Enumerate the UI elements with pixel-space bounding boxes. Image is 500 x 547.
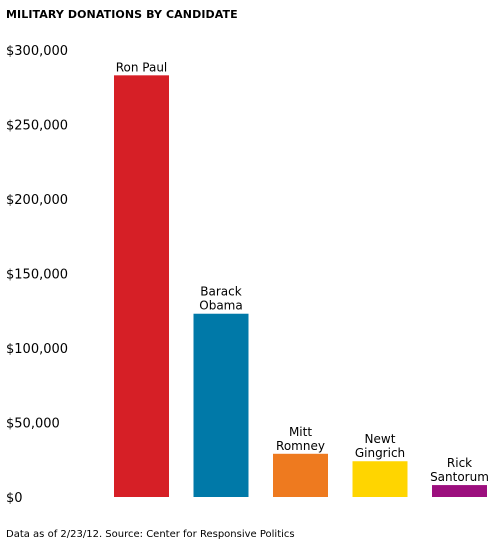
bar bbox=[432, 485, 487, 497]
y-tick-label: $100,000 bbox=[6, 342, 68, 357]
bar bbox=[352, 461, 408, 497]
y-tick-label: $50,000 bbox=[6, 417, 60, 432]
y-tick-label: $150,000 bbox=[6, 268, 68, 283]
bar bbox=[193, 313, 249, 497]
bar-label: Rick bbox=[447, 456, 472, 470]
bar-label: Obama bbox=[199, 299, 242, 313]
y-tick-label: $0 bbox=[6, 491, 23, 506]
chart-title: MILITARY DONATIONS BY CANDIDATE bbox=[6, 8, 238, 21]
bar-label: Newt bbox=[365, 432, 396, 446]
bar-label: Romney bbox=[276, 439, 325, 453]
bar bbox=[273, 453, 328, 497]
bar-label: Ron Paul bbox=[116, 60, 168, 74]
y-axis: $0 $50,000 $100,000 $150,000 $200,000 $250,00… bbox=[6, 44, 68, 506]
y-tick-label: $200,000 bbox=[6, 193, 68, 208]
bars-group bbox=[114, 75, 487, 497]
y-tick-label: $250,000 bbox=[6, 119, 68, 134]
bar-label: Gingrich bbox=[355, 446, 405, 460]
bar-label: Barack bbox=[200, 285, 241, 299]
bar-label: Mitt bbox=[289, 425, 312, 439]
source-footnote: Data as of 2/23/12. Source: Center for R… bbox=[6, 529, 295, 540]
y-tick-label: $300,000 bbox=[6, 44, 68, 59]
bar bbox=[114, 75, 169, 497]
bar-label: Santorum bbox=[430, 470, 489, 484]
